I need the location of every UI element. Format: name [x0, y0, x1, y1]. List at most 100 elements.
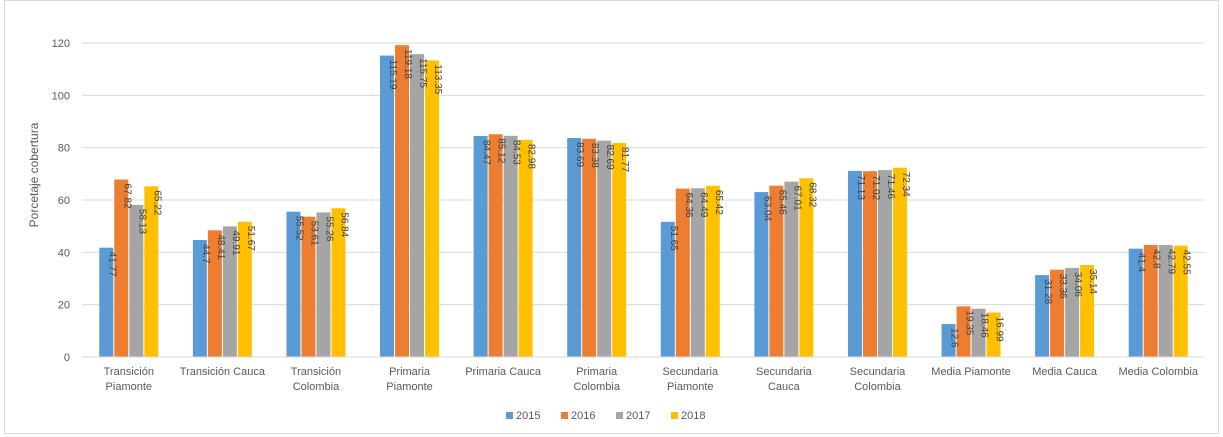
data-label: 83.38: [589, 143, 600, 168]
data-label: 72.34: [900, 172, 911, 197]
bar: [1050, 269, 1065, 357]
category-label: Transición Cauca: [180, 366, 266, 378]
legend-swatch: [561, 412, 568, 419]
data-label: 64.49: [698, 192, 709, 217]
data-label: 42.55: [1181, 250, 1192, 275]
data-label: 71.02: [870, 175, 881, 200]
data-label: 41.4: [1136, 253, 1147, 273]
bar: [410, 54, 425, 357]
bar: [567, 138, 582, 357]
category-label-line: Primaria Cauca: [465, 366, 542, 378]
data-label: 33.36: [1057, 274, 1068, 299]
category-label-line: Colombia: [854, 381, 901, 393]
data-label: 56.84: [338, 212, 349, 237]
bar: [597, 140, 612, 357]
legend-label: 2017: [626, 410, 650, 422]
category-label-line: Primaria: [389, 366, 431, 378]
bar: [1065, 267, 1080, 357]
category-label-line: Transición: [104, 366, 154, 378]
category-label: Transición Colombia: [291, 366, 341, 393]
data-label: 65.22: [151, 190, 162, 215]
data-label: 63.04: [761, 196, 772, 221]
y-tick-label: 120: [52, 38, 70, 50]
bar: [941, 324, 956, 357]
bar: [956, 306, 971, 357]
legend-swatch: [616, 412, 623, 419]
data-labels: 41.77 67.82 58.13 65.22 44.7 48.41 49.91 51.67 5…: [106, 49, 1191, 348]
data-label: 51.65: [668, 226, 679, 251]
data-label: 35.14: [1087, 269, 1098, 294]
bar: [129, 204, 144, 357]
category-label-line: Secundaria: [662, 366, 719, 378]
bar: [660, 221, 675, 357]
bar: [799, 178, 814, 357]
bar: [503, 135, 518, 357]
data-label: 49.91: [230, 230, 241, 255]
data-label: 85.12: [496, 138, 507, 163]
category-label-line: Piamonte: [386, 381, 432, 393]
bar: [395, 45, 410, 358]
bar: [473, 135, 488, 357]
data-label: 48.41: [215, 234, 226, 259]
bar: [301, 216, 316, 357]
legend-swatch: [506, 412, 513, 419]
legend-label: 2018: [681, 410, 705, 422]
bar: [425, 60, 440, 358]
bar: [877, 170, 892, 357]
data-label: 51.67: [245, 226, 256, 251]
data-label: 18.46: [979, 313, 990, 338]
data-label: 31.28: [1042, 279, 1053, 304]
data-label: 65.46: [776, 190, 787, 215]
data-label: 64.36: [683, 193, 694, 218]
data-label: 65.42: [713, 190, 724, 215]
data-label: 119.18: [402, 49, 413, 79]
legend: 2015 2016 2017 2018: [506, 410, 705, 422]
category-label: Primaria Colombia: [573, 366, 620, 393]
bar: [488, 134, 503, 357]
bars: [99, 45, 1188, 358]
bar: [986, 312, 1001, 357]
data-label: 42.79: [1166, 249, 1177, 274]
data-label: 113.35: [432, 64, 443, 94]
bar: [286, 211, 301, 357]
category-label-line: Media Cauca: [1032, 366, 1098, 378]
category-label-line: Media Piamonte: [931, 366, 1011, 378]
bar: [144, 186, 159, 357]
bar: [1128, 248, 1143, 357]
data-label: 16.99: [994, 317, 1005, 342]
category-label: Secundaria Cauca: [756, 366, 813, 393]
category-label-line: Secundaria: [850, 366, 907, 378]
data-label: 82.69: [604, 145, 615, 170]
data-label: 71.46: [885, 174, 896, 199]
bar: [380, 55, 395, 357]
data-label: 55.26: [323, 216, 334, 241]
data-label: 115.19: [387, 60, 398, 90]
bar: [862, 171, 877, 357]
bar: [114, 179, 129, 357]
bar: [675, 188, 690, 357]
data-label: 41.77: [106, 252, 117, 277]
data-label: 81.77: [619, 147, 630, 172]
legend-swatch: [671, 412, 678, 419]
y-tick-label: 60: [58, 195, 70, 207]
category-labels: Transición Piamonte Transición Cauca Transi…: [104, 366, 1199, 393]
bar: [1158, 245, 1173, 357]
category-label: Secundaria Colombia: [850, 366, 907, 393]
category-label-line: Colombia: [573, 381, 620, 393]
bar: [582, 138, 597, 357]
bar: [705, 185, 720, 357]
data-label: 71.13: [855, 175, 866, 200]
category-label: Primaria Piamonte: [386, 366, 432, 393]
bar: [331, 208, 346, 357]
data-label: 55.52: [293, 216, 304, 241]
y-axis-ticks: 0 20 40 60 80 100 120: [52, 38, 70, 364]
data-label: 115.75: [417, 58, 428, 88]
bar: [754, 192, 769, 357]
data-label: 34.06: [1072, 272, 1083, 297]
y-tick-label: 40: [58, 247, 70, 259]
chart-border: [4, 0, 1219, 434]
data-label: 83.69: [574, 142, 585, 167]
bar: [784, 181, 799, 357]
